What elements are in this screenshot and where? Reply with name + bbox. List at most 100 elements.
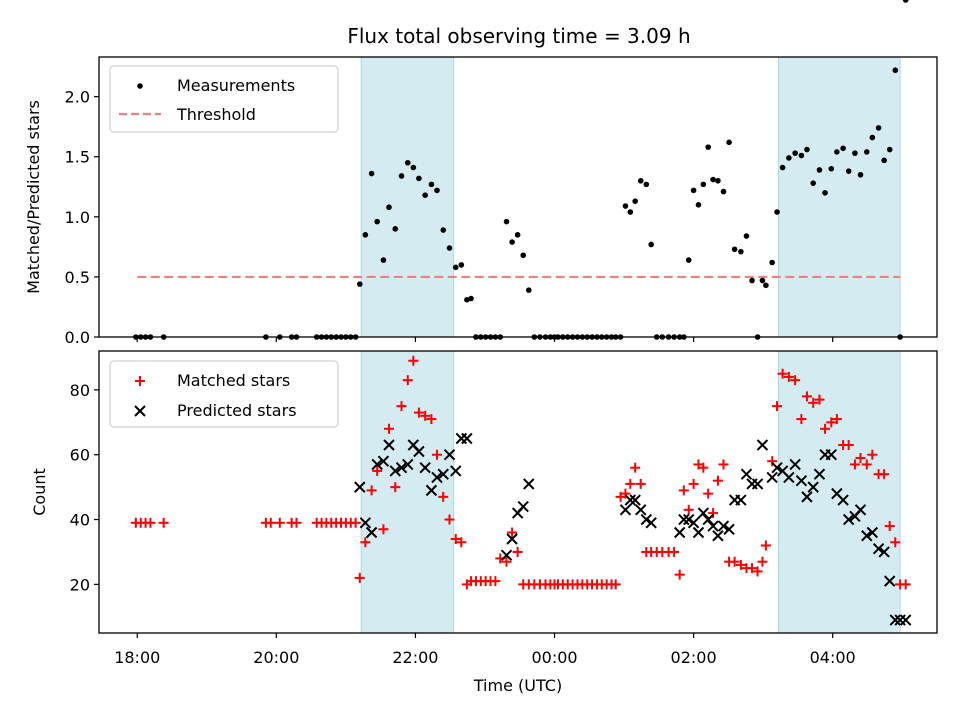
predicted-star-point — [747, 479, 757, 489]
measurement-point — [892, 67, 898, 73]
predicted-star-point — [713, 531, 723, 541]
matched-star-point — [630, 463, 640, 473]
measurement-point — [760, 278, 766, 284]
measurement-point — [817, 167, 823, 173]
measurement-point — [381, 257, 387, 263]
measurement-point — [840, 146, 846, 152]
measurement-point — [363, 232, 369, 238]
top-panel: 0.00.51.01.52.0 Matched/Predicted stars … — [24, 0, 937, 347]
bottom-y-tick-label: 40 — [70, 511, 90, 530]
measurement-point — [810, 180, 816, 186]
predicted-star-point — [456, 434, 466, 444]
top-y-tick-label: 1.0 — [65, 208, 90, 227]
matched-star-point — [757, 557, 767, 567]
matched-star-point — [513, 547, 523, 557]
measurement-point — [887, 147, 893, 153]
shaded-interval-top-0 — [361, 57, 453, 337]
measurement-point — [858, 172, 864, 178]
predicted-star-point — [703, 515, 713, 525]
measurement-point — [399, 173, 405, 179]
top-y-ticks: 0.00.51.01.52.0 — [65, 88, 99, 347]
measurement-point — [515, 232, 521, 238]
measurement-point — [721, 189, 727, 195]
measurements-legend-marker — [137, 83, 143, 89]
measurement-point — [732, 246, 738, 252]
measurement-point — [804, 147, 810, 153]
measurement-point — [696, 202, 702, 208]
measurement-point — [738, 249, 744, 255]
measurement-point — [526, 287, 532, 293]
measurement-point — [786, 155, 792, 161]
bottom-legend: Matched stars Predicted stars — [110, 361, 338, 427]
matched-star-point — [636, 479, 646, 489]
measurement-point — [447, 245, 453, 251]
measurement-point — [411, 165, 417, 171]
measurements-legend-label: Measurements — [177, 76, 295, 95]
predicted-star-point — [753, 479, 763, 489]
measurement-point — [774, 209, 780, 215]
measurement-point — [852, 150, 858, 156]
top-y-tick-label: 0.5 — [65, 268, 90, 287]
measurement-point — [864, 149, 870, 155]
measurement-point — [726, 140, 732, 146]
matched-star-point — [679, 485, 689, 495]
measurement-point — [705, 144, 711, 150]
measurement-point — [648, 242, 654, 248]
measurement-point — [881, 158, 887, 164]
predicted-star-point — [698, 508, 708, 518]
measurement-point — [715, 178, 721, 184]
measurement-point — [628, 209, 634, 215]
matched-star-point — [713, 476, 723, 486]
matched-star-point — [689, 479, 699, 489]
measurement-point — [459, 262, 465, 268]
predicted-star-point — [518, 502, 528, 512]
predicted-star-point — [636, 505, 646, 515]
measurement-point — [638, 178, 644, 184]
matched-star-point — [719, 459, 729, 469]
matched-star-point — [159, 518, 169, 528]
threshold-legend-label: Threshold — [176, 105, 256, 124]
measurement-point — [701, 182, 707, 188]
measurement-point — [870, 135, 876, 141]
measurement-point — [429, 182, 435, 188]
top-shaded-intervals — [361, 57, 900, 337]
measurement-point — [369, 171, 375, 177]
measurement-point — [834, 149, 840, 155]
matched-star-point — [145, 518, 155, 528]
measurement-point — [453, 265, 459, 271]
measurement-point — [416, 176, 422, 182]
measurement-point — [769, 260, 775, 266]
matched-star-point — [351, 518, 361, 528]
matched-star-point — [708, 508, 718, 518]
measurement-point — [749, 278, 755, 284]
x-tick-label: 18:00 — [114, 648, 160, 667]
matched-star-point — [901, 579, 911, 589]
measurement-point — [828, 166, 834, 172]
matched-star-point — [767, 456, 777, 466]
predicted-star-point — [767, 472, 777, 482]
measurement-point — [799, 153, 805, 159]
measurement-point — [374, 219, 380, 225]
bottom-shaded-intervals — [361, 351, 900, 633]
measurement-point — [357, 281, 363, 287]
measurement-point — [504, 219, 510, 225]
measurement-point — [386, 204, 392, 210]
measurement-point — [792, 150, 798, 156]
x-tick-label: 22:00 — [392, 648, 438, 667]
measurement-point — [520, 252, 526, 258]
matched-star-point — [669, 547, 679, 557]
bottom-y-tick-label: 60 — [70, 446, 90, 465]
measurement-point — [644, 182, 650, 188]
measurement-point — [440, 227, 446, 233]
measurement-point — [509, 239, 515, 245]
top-y-tick-label: 0.0 — [65, 328, 90, 347]
predicted-star-point — [693, 528, 703, 538]
bottom-y-ticks: 20406080 — [70, 381, 99, 594]
shaded-interval-bottom-0 — [361, 351, 453, 633]
predicted-star-point — [708, 521, 718, 531]
top-y-tick-label: 2.0 — [65, 88, 90, 107]
predicted-star-point — [689, 518, 699, 528]
x-axis-label: Time (UTC) — [473, 676, 562, 695]
predicted-legend-label: Predicted stars — [177, 401, 297, 420]
measurement-point — [434, 188, 440, 194]
